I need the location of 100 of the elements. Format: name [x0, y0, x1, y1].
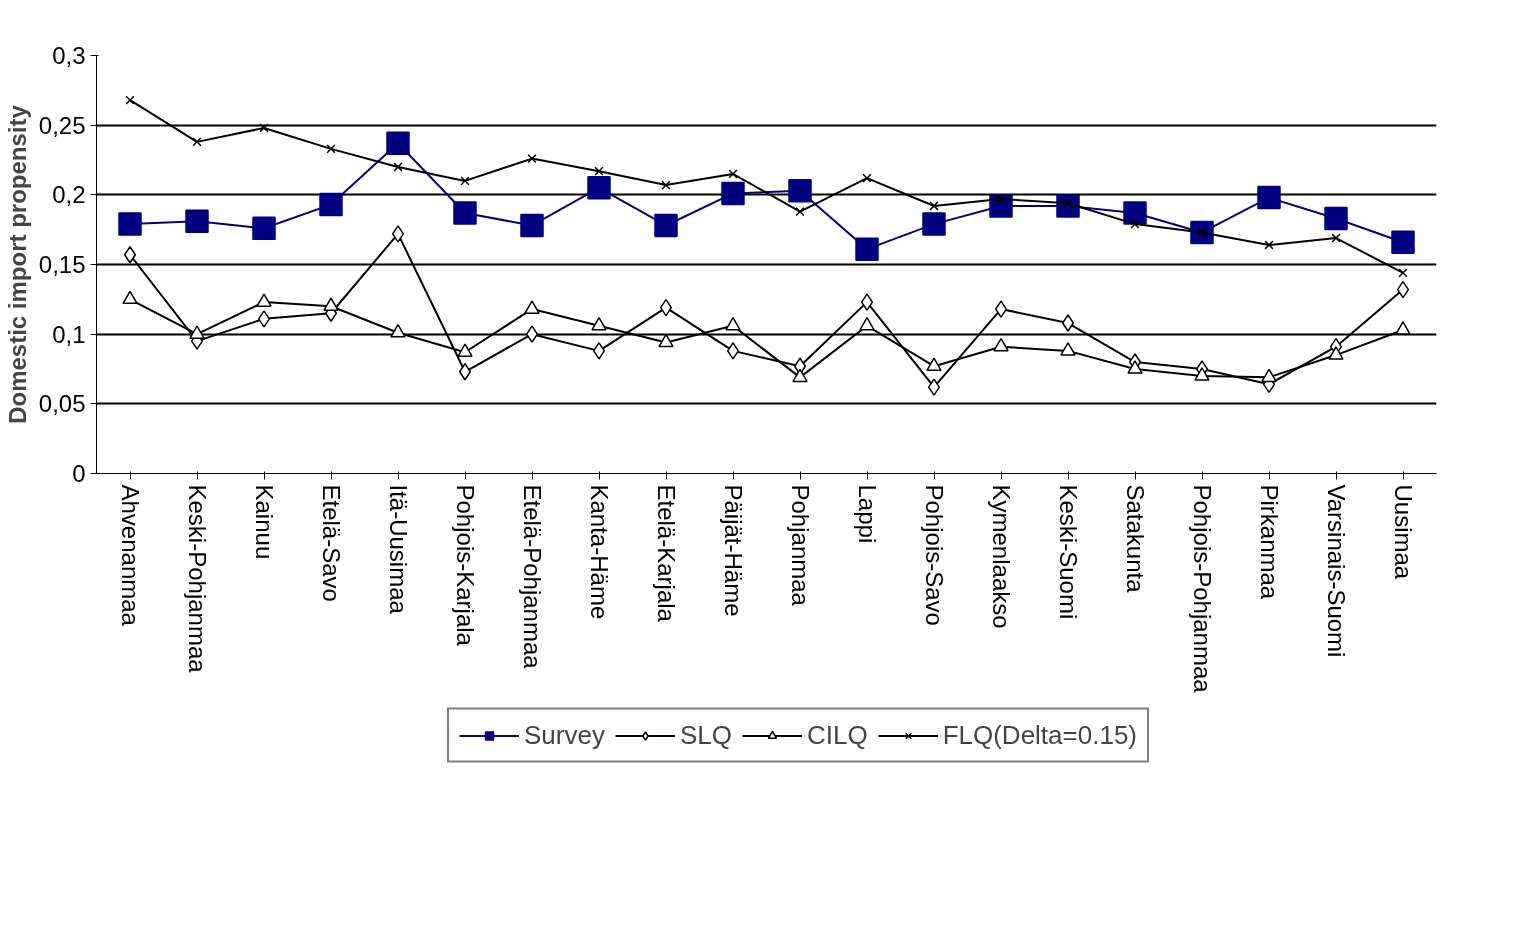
point — [1127, 360, 1143, 374]
point — [661, 180, 671, 190]
x-tick-label: Kainuu — [250, 484, 278, 560]
y-tick-label: 0 — [72, 460, 86, 487]
point — [594, 166, 604, 176]
point — [125, 95, 135, 105]
point — [1261, 368, 1277, 383]
point — [1123, 201, 1147, 225]
point — [1331, 233, 1341, 243]
point — [122, 290, 138, 305]
y-tick-label: 0,3 — [52, 42, 86, 69]
point — [926, 357, 942, 371]
point — [386, 131, 410, 156]
point — [1391, 230, 1415, 254]
point — [860, 293, 874, 311]
point — [721, 181, 745, 206]
x-tick-label: Kymenlaakso — [987, 484, 1015, 629]
point — [192, 137, 202, 147]
x-tick-label: Etelä-Karjala — [652, 484, 680, 623]
point — [1060, 342, 1076, 356]
x-tick-label: Keski-Pohjanmaa — [183, 484, 211, 674]
point — [658, 333, 674, 348]
point — [457, 343, 473, 358]
y-axis-title: Domestic import propensity — [3, 104, 31, 424]
point — [1398, 268, 1408, 278]
point — [326, 144, 336, 154]
point — [1328, 346, 1344, 360]
x-tick-label: Etelä-Pohjanmaa — [518, 484, 546, 670]
point — [994, 300, 1008, 318]
point — [252, 216, 276, 241]
x-tick-label: Etelä-Savo — [317, 484, 345, 602]
x-tick-label: Pirkanmaa — [1255, 484, 1283, 600]
point — [726, 342, 740, 360]
point — [859, 316, 875, 331]
point — [259, 123, 269, 133]
point — [927, 378, 941, 396]
y-tick-label: 0,2 — [52, 181, 86, 209]
point — [922, 212, 946, 236]
point — [393, 162, 403, 172]
x-tick-label: Itä-Uusimaa — [384, 484, 412, 615]
point — [1396, 280, 1410, 299]
point — [587, 176, 611, 200]
legend-label: CILQ — [806, 719, 868, 751]
x-tick-label: Varsinais-Suomi — [1322, 484, 1350, 658]
point — [728, 169, 738, 179]
point — [189, 325, 205, 339]
y-tick-label: 0,1 — [52, 320, 86, 348]
point — [993, 337, 1009, 352]
point — [257, 310, 271, 328]
x-tick-label: Satakunta — [1121, 484, 1149, 594]
point — [520, 213, 544, 238]
point — [795, 206, 805, 217]
point — [319, 192, 343, 217]
y-tick-label: 0,05 — [38, 390, 86, 418]
point — [1130, 219, 1140, 229]
point — [659, 298, 673, 317]
point — [1395, 321, 1411, 335]
point — [524, 300, 540, 314]
point — [460, 176, 470, 186]
point — [862, 173, 872, 183]
x-tick-label: Kanta-Häme — [585, 484, 613, 620]
point — [592, 342, 606, 360]
legend-label: Survey — [523, 719, 605, 751]
x-tick-label: Uusimaa — [1389, 484, 1417, 580]
point — [391, 225, 405, 243]
point — [123, 246, 137, 264]
point — [996, 194, 1006, 204]
x-tick-label: Pohjanmaa — [786, 484, 814, 607]
point — [390, 323, 406, 338]
point — [654, 213, 678, 238]
point — [527, 153, 537, 164]
point — [591, 316, 607, 331]
point — [525, 325, 539, 343]
point — [1264, 240, 1274, 250]
point — [118, 212, 142, 236]
y-tick-label: 0,15 — [38, 251, 86, 278]
point — [725, 316, 741, 331]
point — [256, 293, 272, 307]
x-tick-label: Päijät-Häme — [719, 484, 747, 617]
legend-label: FLQ(Delta=0.15) — [942, 719, 1138, 751]
y-tick-label: 0,25 — [38, 111, 86, 139]
point — [1194, 367, 1210, 381]
point — [185, 209, 209, 234]
x-tick-label: Pohjois-Savo — [920, 484, 948, 626]
x-tick-label: Ahvenanmaa — [116, 484, 144, 627]
point — [1061, 314, 1075, 332]
x-tick-label: Keski-Suomi — [1054, 484, 1082, 620]
point — [453, 201, 477, 225]
point — [792, 368, 808, 383]
point — [1324, 206, 1348, 231]
point — [788, 178, 812, 203]
x-tick-label: Pohjois-Karjala — [451, 484, 479, 647]
point — [929, 201, 939, 211]
point — [855, 237, 879, 261]
x-tick-label: Lappi — [853, 484, 881, 544]
point — [323, 297, 339, 312]
point — [458, 363, 472, 381]
legend-label: SLQ — [679, 719, 732, 751]
x-tick-label: Pohjois-Pohjanmaa — [1188, 484, 1216, 694]
point — [1257, 185, 1281, 210]
